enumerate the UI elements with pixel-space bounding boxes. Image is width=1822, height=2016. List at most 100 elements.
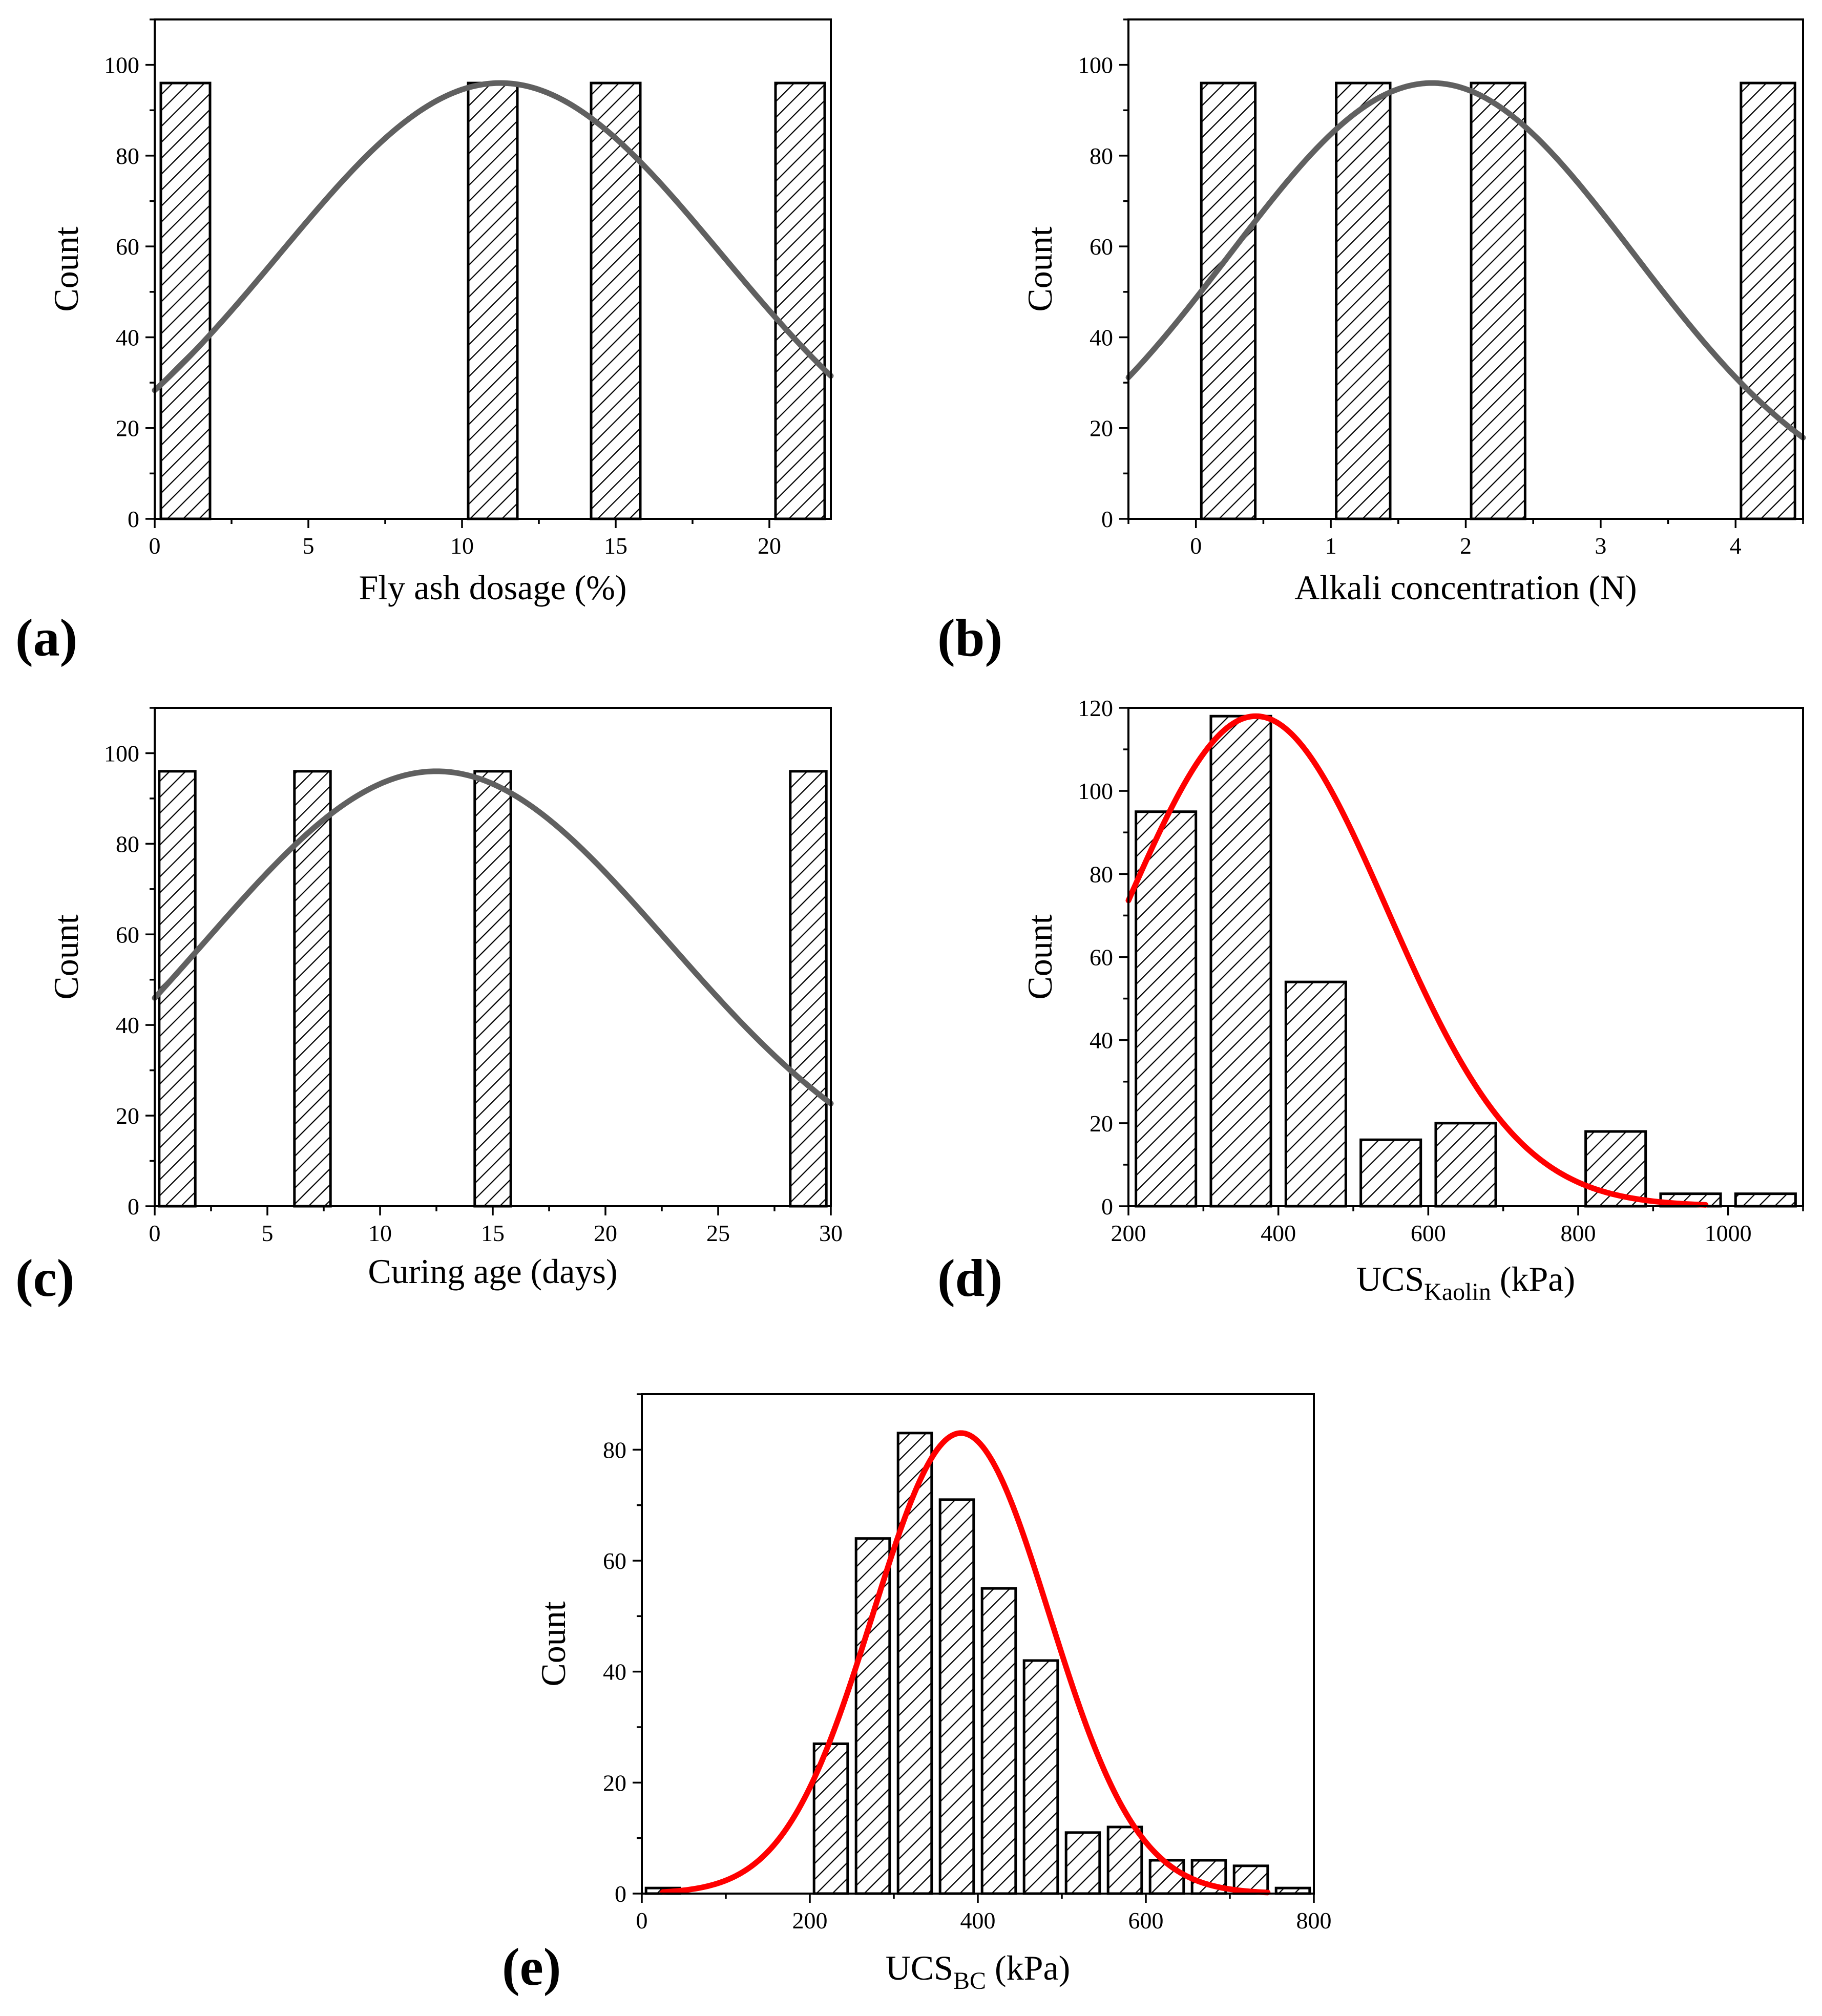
x-axis-title: UCSBC (kPa) bbox=[886, 1948, 1071, 1994]
x-tick-label: 1 bbox=[1325, 533, 1337, 559]
histogram-bar bbox=[1135, 810, 1198, 1208]
y-tick-label: 40 bbox=[116, 324, 139, 350]
x-axis-title: Alkali concentration (N) bbox=[1294, 568, 1637, 607]
histogram-bar bbox=[1470, 81, 1526, 520]
y-tick-label: 100 bbox=[1078, 52, 1113, 78]
y-axis-title: Count bbox=[1020, 914, 1059, 999]
y-tick-label: 100 bbox=[104, 52, 139, 78]
histogram-bar bbox=[774, 81, 826, 520]
panel-label: (b) bbox=[937, 608, 1002, 667]
normal-fit-curve bbox=[660, 1430, 1271, 1896]
x-tick-label: 400 bbox=[960, 1907, 996, 1934]
chart-panel-e: 0 200 400 600 800 0 20 40 60 80 Count UCSBC (kPa) (e… bbox=[502, 1393, 1332, 1997]
x-tick-label: 2 bbox=[1460, 533, 1472, 559]
x-axis-title-unit: (kPa) bbox=[986, 1948, 1070, 1987]
histogram-bar bbox=[1359, 1138, 1422, 1208]
x-tick-label: 0 bbox=[149, 533, 161, 559]
x-tick-label: 5 bbox=[262, 1220, 274, 1246]
x-tick-label: 600 bbox=[1128, 1907, 1164, 1934]
x-axis-title-main: UCS bbox=[886, 1948, 953, 1987]
x-tick-label: 0 bbox=[1190, 533, 1202, 559]
histogram-bar bbox=[1200, 81, 1257, 520]
x-tick-label: 30 bbox=[819, 1220, 843, 1246]
x-axis-title-main: Fly ash dosage (%) bbox=[359, 568, 626, 607]
x-axis-title-subscript: BC bbox=[953, 1967, 986, 1994]
y-tick-label: 60 bbox=[1090, 944, 1113, 971]
histogram-bar bbox=[1106, 1825, 1143, 1895]
y-axis-title: Count bbox=[47, 226, 86, 311]
y-tick-label: 40 bbox=[1090, 1027, 1113, 1054]
x-axis-title-subscript: Kaolin bbox=[1424, 1278, 1491, 1306]
plot-frame bbox=[641, 1393, 1315, 1895]
y-tick-label: 0 bbox=[128, 1193, 139, 1220]
histogram-bar bbox=[293, 770, 332, 1208]
y-tick-label: 40 bbox=[603, 1659, 626, 1685]
x-axis-title-main: UCS bbox=[1356, 1259, 1424, 1298]
y-tick-label: 60 bbox=[116, 234, 139, 260]
y-tick-label: 80 bbox=[1090, 143, 1113, 169]
x-axis-title-unit: (kPa) bbox=[1491, 1259, 1575, 1298]
y-axis-title: Count bbox=[534, 1601, 573, 1686]
x-tick-label: 3 bbox=[1595, 533, 1606, 559]
normal-fit-curve bbox=[1125, 80, 1806, 440]
x-tick-label: 15 bbox=[604, 533, 627, 559]
histogram-bar bbox=[590, 81, 642, 520]
y-tick-label: 0 bbox=[615, 1881, 626, 1907]
normal-fit-curve bbox=[152, 768, 834, 1106]
histogram-bar bbox=[1335, 81, 1392, 520]
x-tick-label: 400 bbox=[1261, 1220, 1296, 1246]
histogram-bar bbox=[1740, 81, 1796, 520]
y-tick-label: 0 bbox=[1101, 1193, 1113, 1220]
chart-panel-d: 200 400 600 800 1000 0 20 40 60 80 100 120 Count UCSK… bbox=[937, 695, 1804, 1308]
y-tick-label: 20 bbox=[1090, 415, 1113, 442]
histogram-bar bbox=[1022, 1659, 1059, 1895]
x-tick-label: 15 bbox=[481, 1220, 505, 1246]
y-tick-label: 0 bbox=[128, 506, 139, 532]
histogram-bar bbox=[1734, 1192, 1797, 1208]
y-axis-title: Count bbox=[47, 914, 86, 999]
x-tick-label: 10 bbox=[450, 533, 474, 559]
chart-panel-a: 0 5 10 15 20 0 20 40 60 80 100 Count Fly ash dosage … bbox=[15, 18, 834, 667]
x-tick-label: 0 bbox=[636, 1907, 648, 1934]
histogram-bar bbox=[159, 81, 212, 520]
histogram-bar bbox=[789, 770, 828, 1208]
normal-fit-curve bbox=[152, 80, 834, 393]
panel-label: (e) bbox=[502, 1938, 561, 1997]
y-tick-label: 80 bbox=[603, 1437, 626, 1463]
x-axis-title: Fly ash dosage (%) bbox=[359, 568, 626, 607]
y-tick-label: 40 bbox=[116, 1012, 139, 1038]
y-tick-label: 60 bbox=[1090, 234, 1113, 260]
y-tick-label: 80 bbox=[116, 831, 139, 857]
chart-panel-c: 0 5 10 15 20 25 30 0 20 40 60 80 100 Count Curing age … bbox=[15, 707, 843, 1308]
y-tick-label: 20 bbox=[116, 415, 139, 442]
y-tick-label: 100 bbox=[1078, 778, 1113, 804]
y-tick-label: 20 bbox=[116, 1103, 139, 1129]
x-axis-title-main: Curing age (days) bbox=[368, 1252, 617, 1291]
y-tick-label: 20 bbox=[603, 1770, 626, 1796]
y-tick-label: 40 bbox=[1090, 324, 1113, 350]
panel-label: (c) bbox=[15, 1249, 74, 1308]
histogram-bar bbox=[896, 1432, 933, 1895]
panel-label: (a) bbox=[15, 608, 77, 667]
y-tick-label: 0 bbox=[1101, 506, 1113, 532]
y-tick-label: 20 bbox=[1090, 1110, 1113, 1137]
y-tick-label: 60 bbox=[116, 921, 139, 948]
histogram-bar bbox=[467, 81, 519, 520]
x-axis-title: Curing age (days) bbox=[368, 1252, 617, 1291]
x-tick-label: 4 bbox=[1730, 533, 1742, 559]
histogram-bar bbox=[1209, 715, 1272, 1208]
x-axis-title: UCSKaolin (kPa) bbox=[1356, 1259, 1575, 1306]
y-tick-label: 60 bbox=[603, 1548, 626, 1574]
x-tick-label: 10 bbox=[368, 1220, 392, 1246]
x-tick-label: 1000 bbox=[1705, 1220, 1752, 1246]
histogram-bar bbox=[938, 1498, 975, 1895]
x-tick-label: 800 bbox=[1561, 1220, 1596, 1246]
histogram-bar bbox=[980, 1587, 1017, 1895]
x-tick-label: 0 bbox=[149, 1220, 161, 1246]
x-tick-label: 20 bbox=[758, 533, 781, 559]
histogram-bar bbox=[854, 1537, 891, 1895]
y-tick-label: 100 bbox=[104, 740, 139, 766]
histogram-bar bbox=[473, 770, 512, 1208]
